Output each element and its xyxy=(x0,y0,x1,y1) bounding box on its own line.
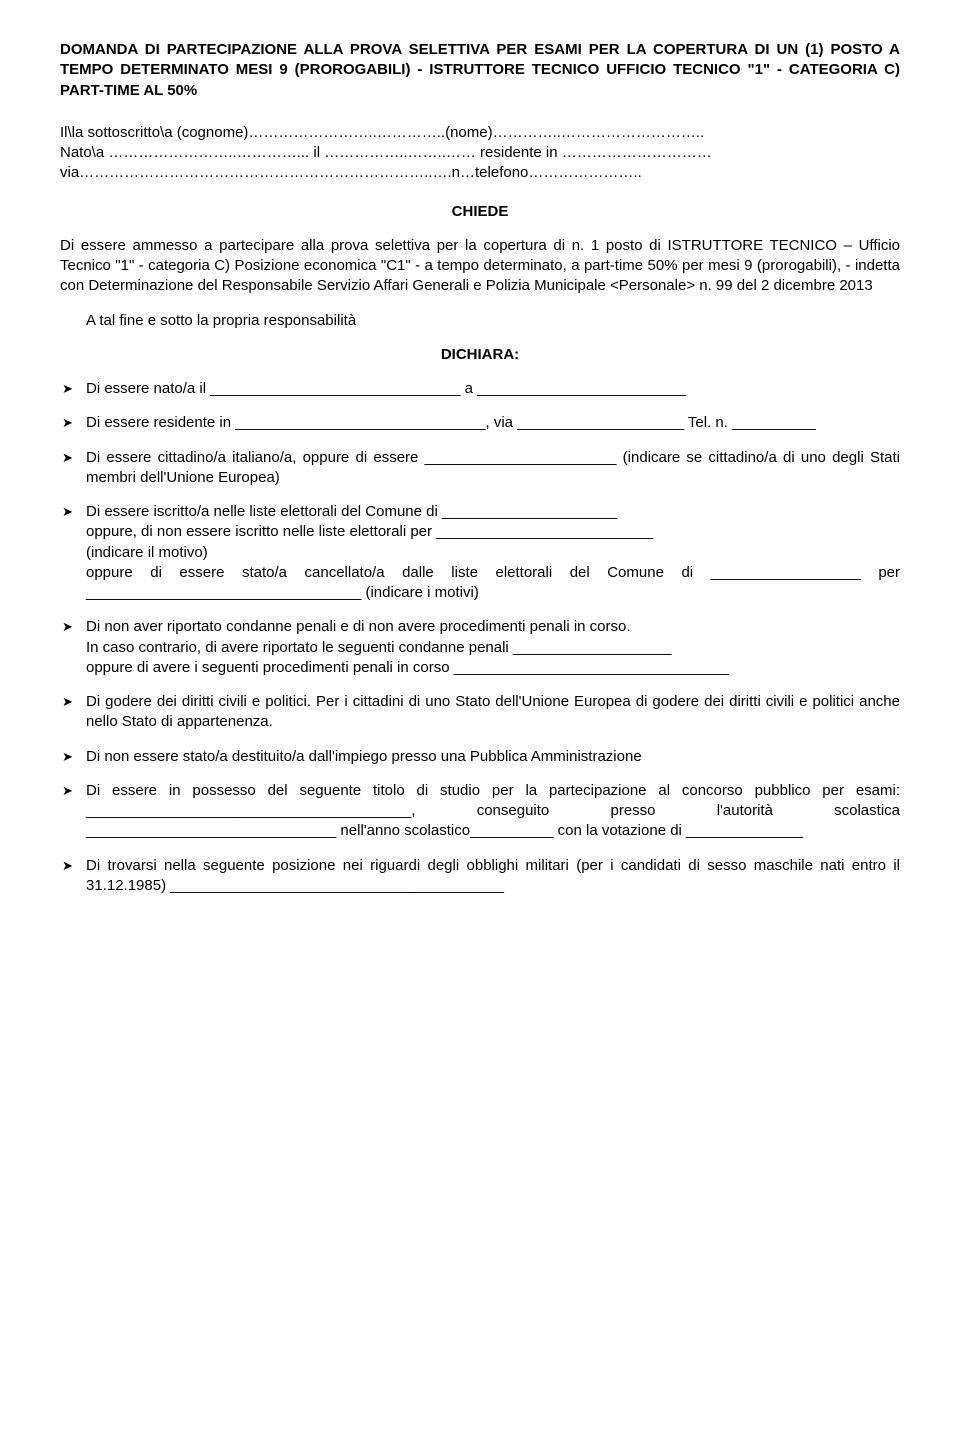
chiede-body: Di essere ammesso a partecipare alla pro… xyxy=(60,236,900,297)
intro-line-2: Nato\a ……………………..…………... il ……………..……..…… xyxy=(60,143,900,184)
list-item: Di essere in possesso del seguente titol… xyxy=(60,781,900,842)
intro-line-1: Il\la sottoscritto\a (cognome)……………………..… xyxy=(60,123,900,143)
list-item: Di non essere stato/a destituito/a dall'… xyxy=(60,747,900,767)
intro-block: Il\la sottoscritto\a (cognome)……………………..… xyxy=(60,123,900,184)
document-title: DOMANDA DI PARTECIPAZIONE ALLA PROVA SEL… xyxy=(60,40,900,101)
list-item: Di trovarsi nella seguente posizione nei… xyxy=(60,856,900,897)
list-item: Di essere nato/a il ____________________… xyxy=(60,379,900,399)
list-item: Di non aver riportato condanne penali e … xyxy=(60,617,900,678)
list-item: Di essere cittadino/a italiano/a, oppure… xyxy=(60,448,900,489)
declaration-list: Di essere nato/a il ____________________… xyxy=(60,379,900,896)
list-item: Di essere iscritto/a nelle liste elettor… xyxy=(60,502,900,603)
dichiara-heading: DICHIARA: xyxy=(60,345,900,365)
list-item: Di essere residente in _________________… xyxy=(60,413,900,433)
a-tal-fine: A tal fine e sotto la propria responsabi… xyxy=(86,311,900,331)
list-item: Di godere dei diritti civili e politici.… xyxy=(60,692,900,733)
chiede-heading: CHIEDE xyxy=(60,202,900,222)
